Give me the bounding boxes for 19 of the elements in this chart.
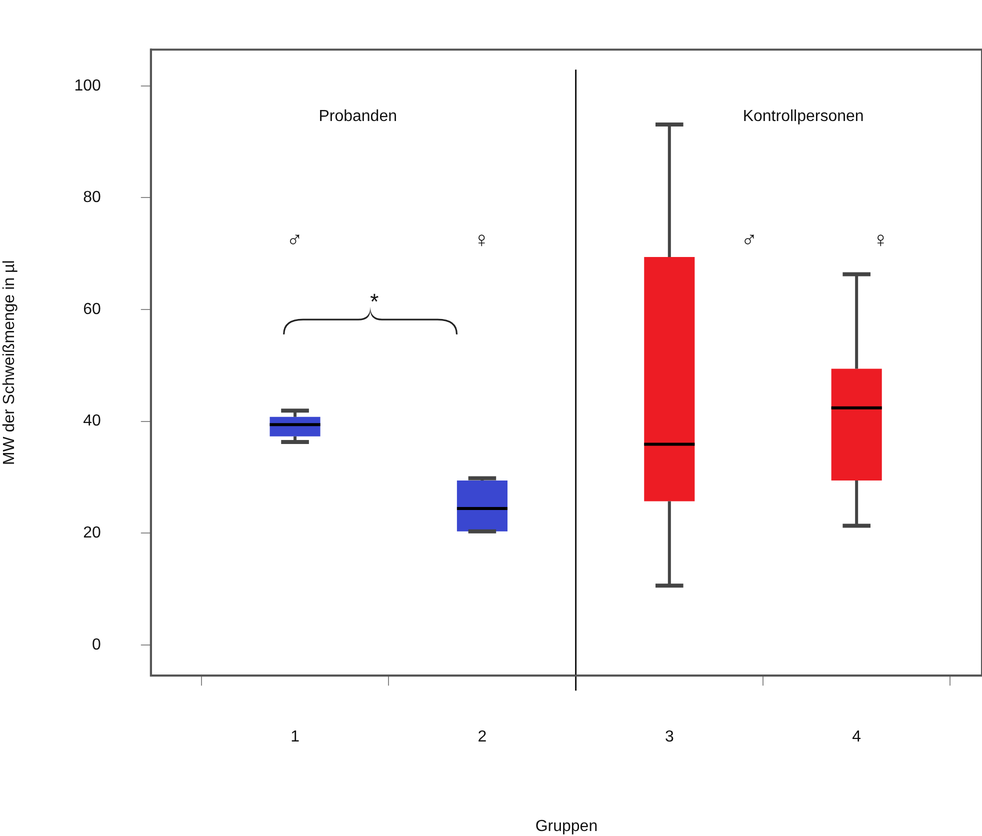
y-tick-label: 20 [83,524,101,542]
annotation: ♂ [286,227,303,252]
annotation: ♀ [473,227,490,252]
y-axis-title: MW der Schweißmenge in µl [1,260,18,466]
x-tick-label: 4 [852,728,862,746]
annotation: * [370,289,380,314]
x-tick-label: 2 [478,728,487,746]
x-axis-title: Gruppen [535,818,598,835]
y-tick-label: 100 [74,77,101,94]
y-tick-label: 40 [83,412,101,430]
annotation: Probanden [318,108,397,125]
annotation: Kontrollpersonen [742,108,864,125]
annotation: ♂ [741,227,758,252]
y-tick-label: 60 [83,300,101,318]
x-tick-label: 1 [290,728,300,746]
y-tick-label: 80 [83,189,101,206]
y-tick-label: 0 [92,636,101,654]
x-tick-label: 3 [664,728,674,746]
annotation: ♀ [872,227,889,252]
